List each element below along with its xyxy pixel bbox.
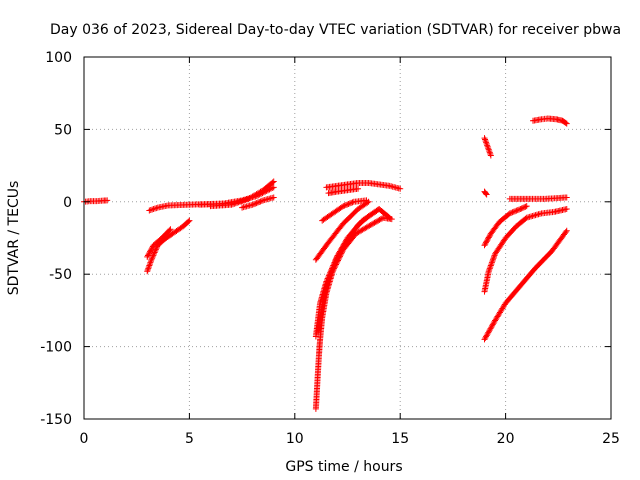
chart-title: Day 036 of 2023, Sidereal Day-to-day VTE… bbox=[50, 22, 621, 38]
data-point-markers bbox=[144, 226, 174, 260]
series-arc-17 bbox=[481, 203, 530, 249]
data-point-markers bbox=[325, 185, 362, 197]
series-arc-16 bbox=[481, 188, 490, 198]
y-tick-label: 100 bbox=[45, 50, 72, 66]
series-arc-10 bbox=[312, 214, 395, 412]
series-arc-21 bbox=[530, 115, 570, 127]
data-point-markers bbox=[144, 217, 193, 275]
axis-ticks: 0 5 10 15 20 25 -150 -100 -50 0 50 100 bbox=[40, 50, 620, 447]
y-tick-label: -50 bbox=[49, 267, 72, 283]
x-axis-label: GPS time / hours bbox=[285, 459, 402, 475]
series-arc-08 bbox=[312, 198, 372, 263]
data-point-markers bbox=[530, 115, 570, 127]
data-point-markers bbox=[481, 227, 570, 343]
data-point-markers bbox=[481, 206, 570, 295]
data-point-markers bbox=[481, 188, 490, 198]
series-arc-06 bbox=[207, 178, 277, 210]
x-tick-label: 5 bbox=[185, 431, 194, 447]
data-point-markers bbox=[481, 135, 494, 159]
series-arc-11 bbox=[312, 206, 383, 340]
data-point-markers bbox=[312, 206, 383, 340]
y-tick-label: 50 bbox=[54, 122, 72, 138]
data-point-markers bbox=[239, 194, 277, 211]
series-arc-14 bbox=[325, 185, 362, 197]
data-point-markers bbox=[319, 197, 370, 224]
data-point-markers bbox=[207, 178, 277, 210]
series-arc-07 bbox=[239, 194, 277, 211]
data-point-markers bbox=[312, 214, 395, 412]
series-arc-15 bbox=[481, 135, 494, 159]
x-tick-label: 0 bbox=[80, 431, 89, 447]
data-points bbox=[81, 115, 570, 412]
series-arc-04 bbox=[144, 226, 174, 260]
y-axis-label: SDTVAR / TECUs bbox=[6, 181, 22, 296]
x-tick-label: 20 bbox=[497, 431, 515, 447]
x-tick-label: 15 bbox=[391, 431, 409, 447]
data-point-markers bbox=[323, 179, 404, 192]
y-tick-label: -150 bbox=[40, 412, 72, 428]
series-arc-19 bbox=[481, 227, 570, 343]
series-arc-13 bbox=[323, 179, 404, 192]
x-tick-label: 10 bbox=[286, 431, 304, 447]
data-point-markers bbox=[312, 198, 372, 263]
series-arc-20 bbox=[506, 194, 570, 202]
y-tick-label: 0 bbox=[63, 195, 72, 211]
series-arc-18 bbox=[481, 206, 570, 295]
series-arc-03 bbox=[144, 217, 193, 275]
plot-frame bbox=[83, 56, 612, 420]
x-tick-label: 25 bbox=[602, 431, 620, 447]
series-arc-12 bbox=[319, 197, 370, 224]
data-point-markers bbox=[481, 203, 530, 249]
y-tick-label: -100 bbox=[40, 340, 72, 356]
data-point-markers bbox=[506, 194, 570, 202]
